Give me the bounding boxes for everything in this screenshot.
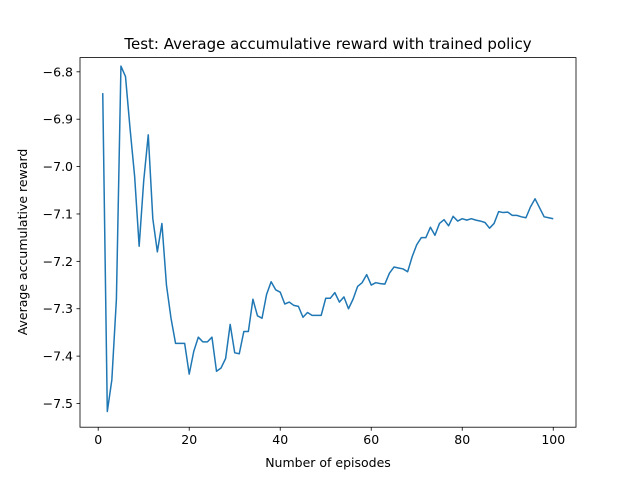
- y-tick-label: −7.5: [43, 396, 73, 411]
- y-tick-label: −7.1: [43, 206, 73, 221]
- x-tick-label: 20: [181, 432, 197, 447]
- x-tick-label: 0: [94, 432, 102, 447]
- axes-frame: [79, 57, 577, 428]
- series-line: [102, 65, 554, 413]
- y-tick-label: −6.9: [43, 112, 73, 127]
- y-axis-label: Average accumulative reward: [15, 149, 30, 336]
- x-tick-label: 100: [541, 432, 565, 447]
- y-tick-label: −7.0: [43, 159, 73, 174]
- y-tick-label: −6.8: [43, 64, 73, 79]
- y-tick-label: −7.4: [43, 349, 73, 364]
- y-tick-label: −7.2: [43, 254, 73, 269]
- plot-area: [102, 65, 554, 413]
- y-axis: −6.8 −6.9 −7.0 −7.1 −7.2 −7.3 −7.4 −7.5: [43, 64, 80, 411]
- x-axis: 0 20 40 60 80 100: [94, 427, 565, 447]
- x-tick-label: 40: [272, 432, 288, 447]
- x-tick-label: 80: [454, 432, 470, 447]
- x-axis-label: Number of episodes: [265, 455, 391, 470]
- chart-title: Test: Average accumulative reward with t…: [123, 35, 531, 53]
- x-tick-label: 60: [363, 432, 379, 447]
- y-tick-label: −7.3: [43, 301, 73, 316]
